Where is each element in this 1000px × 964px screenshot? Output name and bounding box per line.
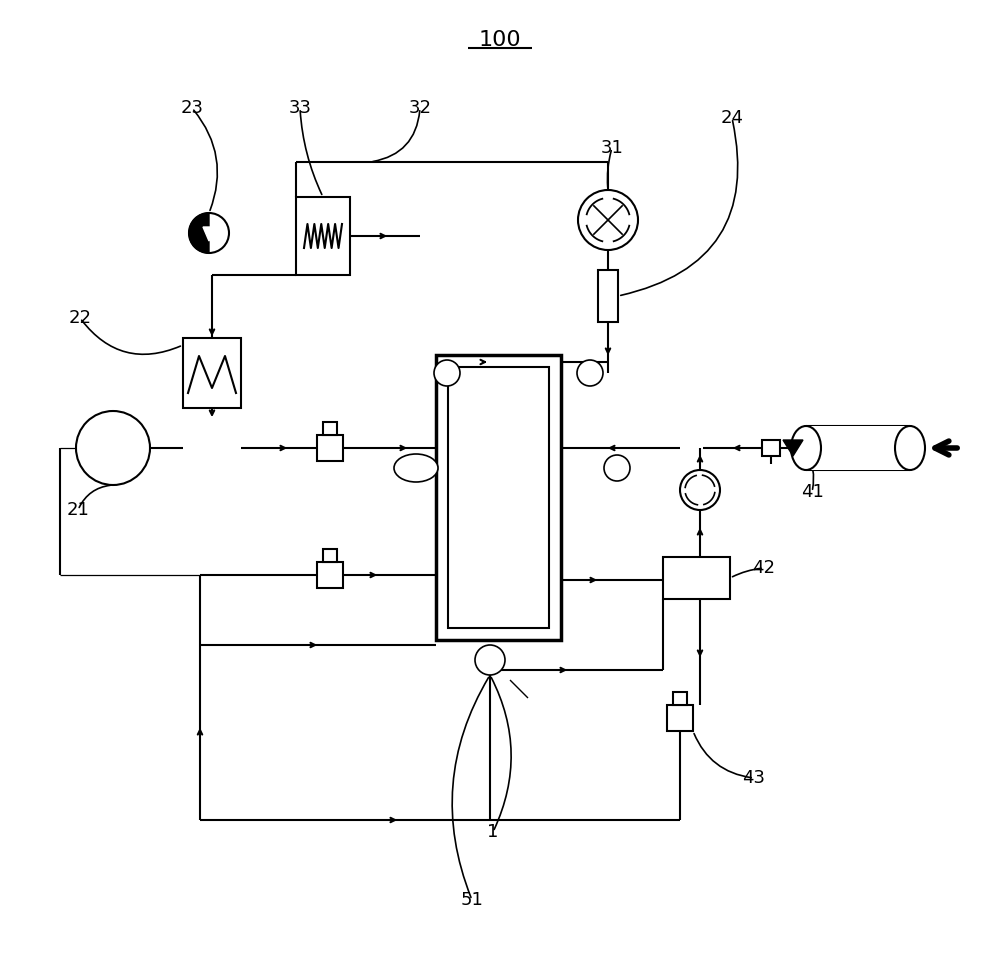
Ellipse shape [791, 426, 821, 470]
Circle shape [189, 213, 229, 253]
Circle shape [475, 645, 505, 675]
Bar [598, 270, 618, 322]
Text: 43: 43 [742, 769, 766, 787]
Text: 23: 23 [180, 99, 204, 117]
Text: 21: 21 [67, 501, 89, 519]
Circle shape [680, 470, 720, 510]
Ellipse shape [394, 454, 438, 482]
Text: 22: 22 [68, 309, 92, 327]
Text: 42: 42 [753, 559, 776, 577]
Polygon shape [189, 213, 209, 253]
Text: 31: 31 [601, 139, 623, 157]
Text: 1: 1 [487, 823, 499, 841]
Text: FPt: FPt [408, 463, 424, 473]
Bar [806, 426, 910, 470]
Bar [663, 557, 730, 599]
Text: P: P [614, 463, 620, 473]
Bar [448, 367, 549, 628]
Text: 51: 51 [461, 891, 483, 909]
Text: EIS: EIS [484, 656, 496, 664]
Text: 33: 33 [288, 99, 312, 117]
Text: 41: 41 [801, 483, 823, 501]
Text: 100: 100 [479, 30, 521, 50]
Bar [183, 338, 241, 408]
Circle shape [76, 411, 150, 485]
Bar [673, 692, 687, 705]
Text: 24: 24 [720, 109, 744, 127]
Bar [667, 705, 693, 731]
Circle shape [577, 360, 603, 386]
Bar [762, 440, 780, 456]
Circle shape [578, 190, 638, 250]
Bar [436, 355, 561, 640]
Bar [323, 422, 337, 435]
Text: T: T [587, 368, 593, 378]
Ellipse shape [895, 426, 925, 470]
Circle shape [434, 360, 460, 386]
Text: 32: 32 [409, 99, 432, 117]
Circle shape [604, 455, 630, 481]
Bar [323, 549, 337, 562]
Polygon shape [783, 440, 803, 456]
Bar [317, 562, 343, 588]
Bar [317, 435, 343, 461]
Text: T: T [444, 368, 450, 378]
Bar [296, 197, 350, 275]
Polygon shape [203, 227, 215, 241]
